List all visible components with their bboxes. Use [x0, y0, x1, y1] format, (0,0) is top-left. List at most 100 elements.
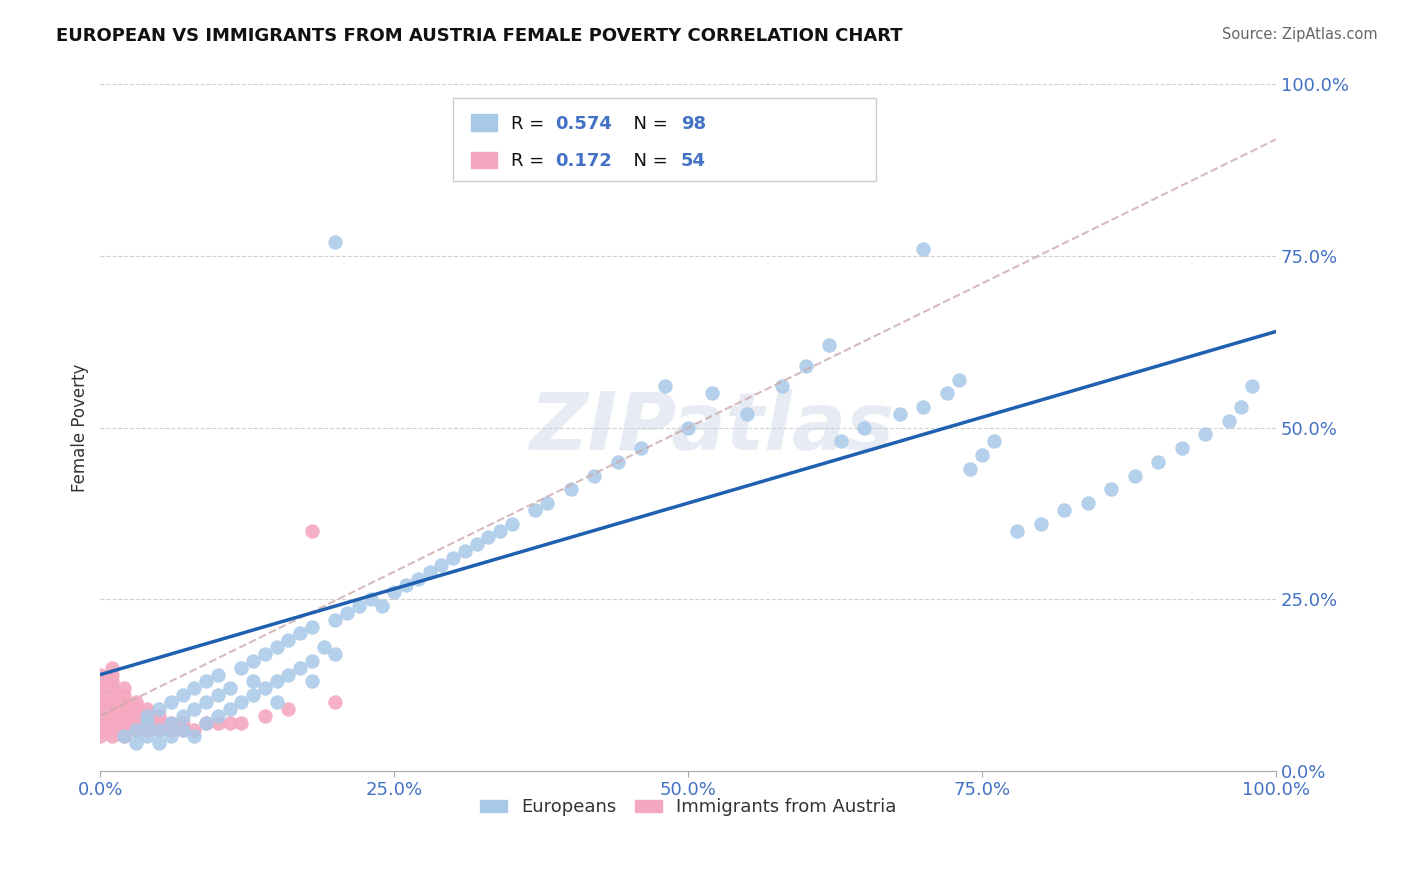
Point — [935, 386, 957, 401]
Point — [676, 420, 699, 434]
Point — [536, 496, 558, 510]
Point — [654, 379, 676, 393]
Point — [948, 372, 970, 386]
Point — [148, 708, 170, 723]
Text: ZIPatlas: ZIPatlas — [529, 389, 894, 467]
Point — [112, 730, 135, 744]
Point — [301, 654, 323, 668]
Point — [136, 708, 159, 723]
Point — [207, 688, 229, 702]
Point — [301, 619, 323, 633]
Point — [183, 681, 205, 696]
Point — [112, 702, 135, 716]
Point — [101, 708, 124, 723]
Point — [101, 702, 124, 716]
Point — [112, 688, 135, 702]
Point — [853, 420, 876, 434]
Point — [735, 167, 758, 181]
Text: 54: 54 — [681, 152, 706, 169]
Point — [253, 647, 276, 661]
Point — [101, 667, 124, 681]
Point — [89, 695, 111, 709]
Point — [360, 592, 382, 607]
Point — [325, 613, 347, 627]
Point — [148, 736, 170, 750]
Point — [770, 379, 793, 393]
Point — [172, 708, 194, 723]
Text: Source: ZipAtlas.com: Source: ZipAtlas.com — [1222, 27, 1378, 42]
Point — [148, 723, 170, 737]
Point — [112, 730, 135, 744]
Point — [430, 558, 453, 572]
Point — [242, 688, 264, 702]
Point — [112, 681, 135, 696]
Point — [277, 667, 299, 681]
Point — [136, 702, 159, 716]
Point — [89, 702, 111, 716]
Point — [1077, 496, 1099, 510]
Text: EUROPEAN VS IMMIGRANTS FROM AUSTRIA FEMALE POVERTY CORRELATION CHART: EUROPEAN VS IMMIGRANTS FROM AUSTRIA FEMA… — [56, 27, 903, 45]
Point — [454, 544, 477, 558]
Point — [89, 688, 111, 702]
Point — [136, 715, 159, 730]
Point — [1123, 468, 1146, 483]
Point — [912, 242, 935, 256]
Point — [160, 695, 183, 709]
Text: R =: R = — [510, 152, 550, 169]
Point — [195, 674, 218, 689]
Point — [290, 661, 312, 675]
Point — [606, 455, 628, 469]
Point — [231, 695, 253, 709]
Point — [290, 626, 312, 640]
Point — [277, 633, 299, 648]
Point — [124, 702, 146, 716]
Text: R =: R = — [510, 114, 550, 133]
Point — [242, 674, 264, 689]
Point — [148, 723, 170, 737]
Point — [172, 688, 194, 702]
Point — [301, 524, 323, 538]
FancyBboxPatch shape — [471, 152, 496, 169]
Point — [89, 681, 111, 696]
Point — [89, 730, 111, 744]
Point — [183, 723, 205, 737]
Point — [325, 647, 347, 661]
Point — [325, 695, 347, 709]
Point — [983, 434, 1005, 449]
Point — [218, 702, 240, 716]
Point — [148, 702, 170, 716]
Point — [1053, 503, 1076, 517]
Point — [465, 537, 488, 551]
Point — [112, 723, 135, 737]
Point — [1007, 524, 1029, 538]
Point — [1029, 516, 1052, 531]
Point — [1194, 427, 1216, 442]
Point — [231, 661, 253, 675]
Point — [160, 715, 183, 730]
Point — [1229, 400, 1251, 414]
Point — [347, 599, 370, 613]
Point — [406, 572, 429, 586]
Point — [959, 461, 981, 475]
Point — [136, 723, 159, 737]
Point — [101, 715, 124, 730]
Point — [794, 359, 817, 373]
Point — [89, 723, 111, 737]
Point — [101, 695, 124, 709]
Point — [912, 400, 935, 414]
Point — [172, 723, 194, 737]
Point — [172, 723, 194, 737]
Point — [195, 715, 218, 730]
Point — [371, 599, 394, 613]
Point — [136, 730, 159, 744]
Point — [818, 338, 841, 352]
Text: 0.574: 0.574 — [555, 114, 612, 133]
Point — [124, 723, 146, 737]
Text: N =: N = — [623, 114, 673, 133]
Point — [207, 667, 229, 681]
Point — [124, 723, 146, 737]
Point — [630, 441, 652, 455]
Point — [1099, 483, 1122, 497]
Point — [1241, 379, 1264, 393]
Point — [195, 695, 218, 709]
